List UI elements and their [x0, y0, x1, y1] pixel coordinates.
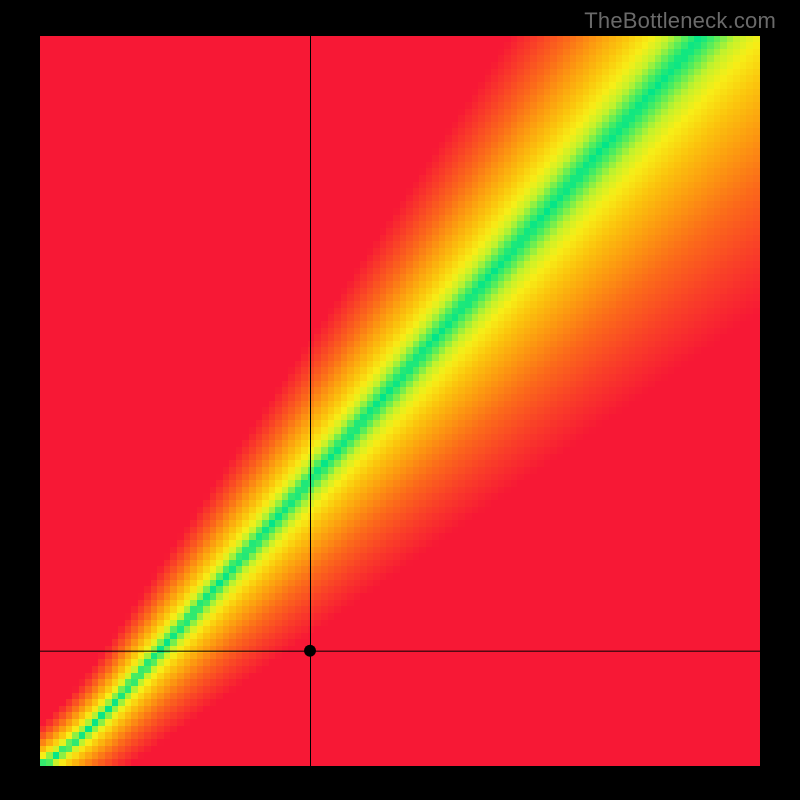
- chart-container: TheBottleneck.com: [0, 0, 800, 800]
- heatmap-plot: [40, 36, 760, 766]
- watermark-text: TheBottleneck.com: [584, 8, 776, 34]
- heatmap-canvas: [40, 36, 760, 766]
